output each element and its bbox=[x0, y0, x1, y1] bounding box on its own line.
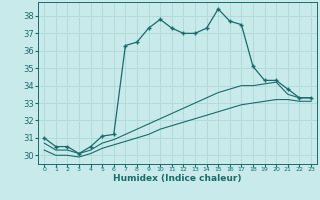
X-axis label: Humidex (Indice chaleur): Humidex (Indice chaleur) bbox=[113, 174, 242, 183]
